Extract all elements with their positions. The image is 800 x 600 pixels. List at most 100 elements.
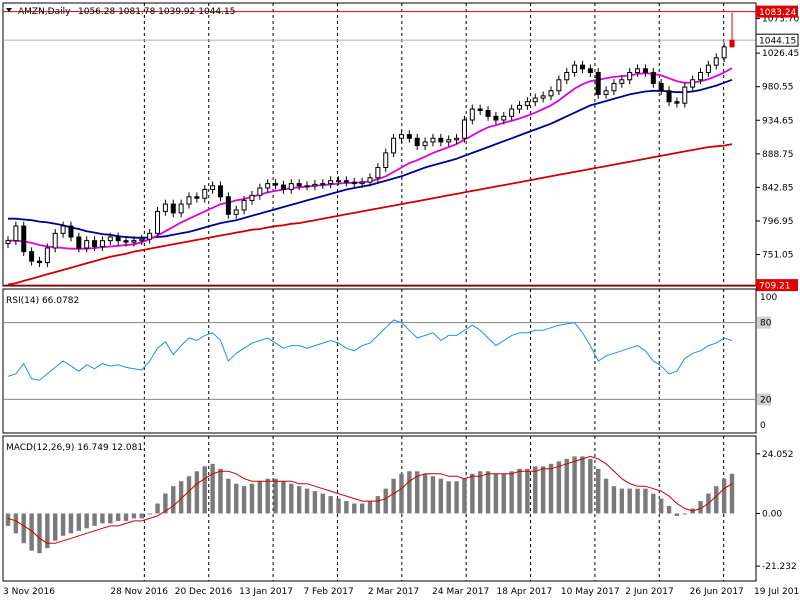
rsi-axis-label: 0	[760, 421, 766, 431]
macd-bar	[234, 483, 239, 514]
macd-bar	[596, 468, 601, 514]
candle-body	[438, 137, 444, 143]
macd-bar	[147, 513, 152, 515]
candle-body	[273, 183, 279, 186]
candle-body	[579, 64, 585, 70]
candle-body	[729, 39, 735, 48]
candle-body	[532, 97, 538, 103]
candle-body	[147, 232, 153, 240]
candle-body	[343, 180, 349, 183]
candle-body	[595, 71, 601, 95]
rsi-level-box	[757, 316, 771, 329]
candle-body	[572, 64, 578, 73]
macd-bar	[493, 473, 499, 514]
candle-body	[635, 68, 641, 73]
macd-bar	[509, 471, 514, 514]
macd-bar	[60, 513, 66, 536]
macd-panel: MACD(12,26,9) 16.749 12.081 24.052 0.00 -2…	[2, 435, 797, 582]
candle-body	[540, 95, 546, 99]
macd-bar	[194, 471, 200, 514]
macd-bar	[163, 493, 168, 514]
candle-body	[241, 199, 247, 211]
macd-bar	[682, 513, 687, 515]
macd-bar	[580, 456, 585, 514]
macd-bar	[572, 456, 577, 514]
candle-body	[375, 167, 381, 179]
macd-bar	[556, 461, 562, 514]
candle-body	[107, 236, 113, 242]
macd-signal	[7, 455, 733, 544]
rsi-panel: RSI(14) 66.0782 100 80 20 0	[2, 288, 777, 434]
candle-body	[123, 240, 129, 243]
candle-body	[257, 187, 263, 196]
macd-bar	[312, 491, 318, 514]
macd-axis: 24.052 0.00 -21.232	[756, 450, 797, 572]
x-tick-label: 2 Mar 2017	[368, 587, 419, 597]
dropdown-triangle-icon[interactable]	[6, 8, 12, 12]
candle-body	[36, 260, 42, 264]
candle-body	[603, 90, 609, 95]
candle-body	[391, 137, 397, 154]
rsi-axis: 100 80 20 0	[757, 293, 777, 431]
price-level-box	[756, 5, 798, 18]
macd-bar	[171, 486, 176, 514]
macd-bar	[658, 498, 664, 514]
macd-bar	[123, 513, 129, 521]
macd-bar	[666, 506, 672, 514]
candle-body	[29, 251, 35, 262]
candle-body	[642, 68, 648, 73]
macd-bar	[619, 488, 625, 514]
price-axis-label: 751.05	[762, 251, 794, 261]
candle-body	[186, 196, 192, 205]
candle-body	[430, 137, 436, 143]
x-tick-label: 3 Nov 2016	[3, 587, 55, 597]
macd-bar	[100, 513, 105, 524]
candle-body	[52, 232, 58, 249]
macd-bar	[674, 513, 680, 516]
candle-body	[92, 240, 98, 248]
price-panel-frame	[2, 2, 757, 287]
macd-bar	[375, 496, 381, 514]
macd-bar	[304, 488, 310, 514]
macd-bar	[210, 463, 215, 514]
current-price-label: 1044.15	[759, 37, 796, 47]
candle-body	[359, 181, 365, 185]
candle-body	[280, 184, 286, 190]
candle-body	[99, 240, 105, 248]
price-axis: 1073.70 1026.45 980.55 934.65 888.75 842.85 79…	[755, 5, 799, 292]
price-level-box	[756, 279, 798, 292]
x-tick-label: 24 Mar 2017	[432, 587, 489, 597]
macd-bar	[635, 488, 640, 514]
candle-body	[336, 180, 342, 183]
candle-body	[13, 225, 19, 242]
macd-bar	[485, 471, 491, 514]
macd-bar	[446, 481, 451, 514]
candle-body	[682, 86, 688, 104]
price-candles	[5, 12, 735, 267]
price-axis-label: 796.95	[762, 217, 794, 227]
macd-bar	[186, 476, 192, 514]
macd-bars	[5, 456, 735, 554]
macd-bar	[139, 513, 144, 519]
rsi-panel-frame	[2, 288, 757, 434]
candle-body	[627, 71, 633, 81]
price-axis-label: 1073.70	[762, 15, 799, 25]
candle-body	[60, 225, 66, 234]
macd-bar	[155, 503, 160, 514]
candle-body	[485, 109, 491, 117]
macd-bar	[115, 513, 121, 521]
candle-body	[210, 185, 216, 190]
price-level-label: 1083.24	[759, 8, 796, 18]
macd-bar	[202, 466, 207, 514]
current-price-box	[755, 33, 799, 47]
rsi-axis-label: 20	[760, 395, 772, 405]
macd-bar	[430, 476, 436, 514]
candle-body	[477, 108, 483, 111]
x-tick-label: 26 Jun 2017	[690, 587, 744, 597]
candle-body	[288, 183, 294, 190]
candle-body	[713, 57, 719, 66]
macd-bar	[643, 488, 648, 514]
macd-bar	[588, 458, 593, 514]
candle-body	[666, 90, 672, 103]
